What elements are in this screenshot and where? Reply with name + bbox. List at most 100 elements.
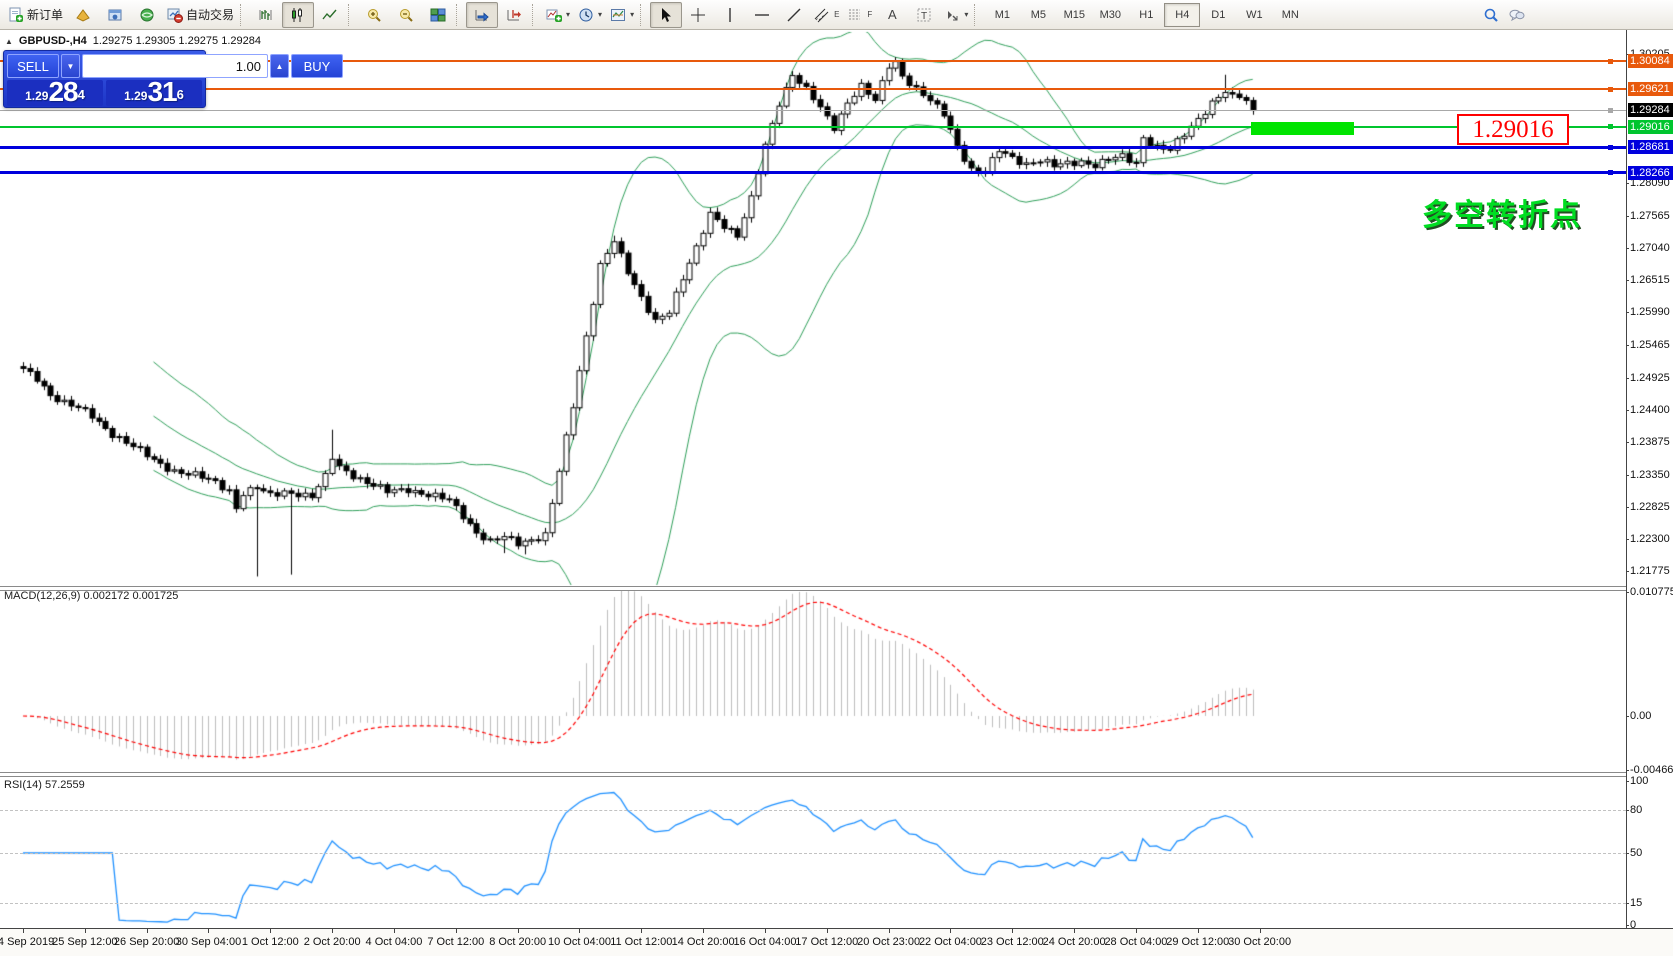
- vertical-line-tool-button[interactable]: [714, 2, 746, 28]
- time-axis-label[interactable]: 24 Sep 2019: [0, 936, 55, 948]
- time-axis-tick: [517, 929, 519, 933]
- fibonacci-tool-button[interactable]: F: [843, 2, 876, 28]
- autotrading-button[interactable]: 自动交易: [163, 2, 238, 28]
- price-level-line[interactable]: [0, 171, 1626, 175]
- time-axis-label[interactable]: 29 Oct 12:00: [1166, 936, 1230, 948]
- time-axis-label[interactable]: 23 Oct 12:00: [980, 936, 1044, 948]
- time-axis-tick: [84, 929, 86, 933]
- price-level-line[interactable]: [0, 109, 1626, 111]
- macd-pane-separator[interactable]: [0, 586, 1626, 591]
- time-axis-label[interactable]: 17 Oct 12:00: [795, 936, 859, 948]
- time-axis-label[interactable]: 4 Oct 04:00: [365, 936, 423, 948]
- timeframe-button-d1[interactable]: D1: [1211, 8, 1226, 21]
- arrows-tool-button[interactable]: ▾: [940, 2, 972, 28]
- arrows-dropdown-arrow[interactable]: ▾: [964, 10, 969, 19]
- tile-windows-button[interactable]: [422, 2, 454, 28]
- timeframe-button-m1[interactable]: M1: [994, 8, 1010, 21]
- toolbar-separator: [532, 3, 540, 26]
- channel-tool-button[interactable]: E: [810, 2, 843, 28]
- time-axis-label[interactable]: 14 Oct 20:00: [671, 936, 735, 948]
- chart-shift-button[interactable]: [498, 2, 530, 28]
- support-zone-rectangle[interactable]: [1251, 122, 1354, 135]
- auto-scroll-icon: [475, 9, 489, 22]
- price-level-line[interactable]: [0, 145, 1626, 149]
- price-level-line[interactable]: [0, 60, 1626, 62]
- timeframe-button-m5[interactable]: M5: [1030, 8, 1046, 21]
- time-axis-label[interactable]: 7 Oct 12:00: [427, 936, 485, 948]
- navigator-button[interactable]: [131, 2, 163, 28]
- bar-chart-button[interactable]: [250, 2, 282, 28]
- zoom-in-button[interactable]: [358, 2, 390, 28]
- volume-decrease-button[interactable]: ▼: [61, 54, 80, 78]
- indicators-button[interactable]: ▾: [542, 2, 574, 28]
- horizontal-line-tool-button[interactable]: [746, 2, 778, 28]
- volume-input[interactable]: [82, 54, 268, 78]
- periods-dropdown-arrow[interactable]: ▾: [598, 10, 603, 19]
- charts-profile-button[interactable]: [67, 2, 99, 28]
- time-axis-border: [0, 928, 1673, 929]
- cursor-tool-button[interactable]: [650, 1, 683, 28]
- time-axis-label[interactable]: 22 Oct 04:00: [918, 936, 982, 948]
- auto-scroll-button[interactable]: [466, 1, 499, 28]
- timeframe-button-m30[interactable]: M30: [1099, 8, 1122, 21]
- time-axis-label[interactable]: 26 Sep 20:00: [113, 936, 180, 948]
- timeframe-button-w1[interactable]: W1: [1246, 8, 1263, 21]
- text-label-tool-button[interactable]: T: [908, 2, 940, 28]
- buy-price-point: 6: [176, 87, 184, 102]
- time-axis-label[interactable]: 11 Oct 12:00: [610, 936, 673, 948]
- buy-price[interactable]: 1.29 31 6: [106, 78, 202, 106]
- templates-dropdown-arrow[interactable]: ▾: [630, 10, 635, 19]
- new-order-label: 新订单: [27, 8, 64, 22]
- time-axis-label[interactable]: 1 Oct 12:00: [241, 936, 299, 948]
- rsi-level-line: [0, 853, 1626, 854]
- text-tool-icon: A: [887, 7, 897, 22]
- timeframe-button-mn[interactable]: MN: [1281, 8, 1299, 21]
- time-axis-label[interactable]: 20 Oct 23:00: [857, 936, 921, 948]
- candlestick-chart-button[interactable]: [282, 1, 315, 28]
- periods-button[interactable]: ▾: [574, 2, 606, 28]
- trendline-icon: [787, 8, 801, 21]
- rsi-axis-tick: 80: [1625, 803, 1643, 816]
- volume-increase-button[interactable]: ▲: [270, 54, 289, 78]
- time-axis-label[interactable]: 2 Oct 20:00: [303, 936, 361, 948]
- chat-icon[interactable]: [1509, 7, 1525, 23]
- rsi-label: RSI(14) 57.2559: [4, 779, 85, 791]
- price-axis-tick: 1.22300: [1626, 533, 1670, 545]
- zoom-out-button[interactable]: [390, 2, 422, 28]
- time-axis-label[interactable]: 28 Oct 04:00: [1104, 936, 1168, 948]
- rsi-axis-tick: 0: [1625, 919, 1637, 931]
- price-level-line[interactable]: [0, 88, 1626, 91]
- timeframe-button-h4[interactable]: H4: [1164, 2, 1201, 27]
- turning-point-annotation[interactable]: 多空转折点: [1422, 199, 1582, 232]
- timeframe-button-m15[interactable]: M15: [1063, 8, 1086, 21]
- rsi-pane-separator[interactable]: [0, 772, 1626, 777]
- collapse-panel-icon[interactable]: ▲: [5, 36, 13, 46]
- toolbar-separator: [974, 3, 982, 26]
- indicators-dropdown-arrow[interactable]: ▾: [566, 10, 571, 19]
- price-level-line[interactable]: [0, 125, 1626, 128]
- templates-button[interactable]: ▾: [606, 2, 638, 28]
- trendline-tool-button[interactable]: [778, 2, 810, 28]
- timeframe-button-h1[interactable]: H1: [1139, 8, 1154, 21]
- search-icon[interactable]: [1483, 7, 1499, 23]
- rsi-level-line: [0, 809, 1626, 811]
- time-axis-label[interactable]: 30 Sep 04:00: [175, 936, 242, 948]
- buy-button[interactable]: BUY: [291, 54, 343, 78]
- crosshair-tool-button[interactable]: [682, 2, 714, 28]
- text-tool-button[interactable]: A: [876, 2, 908, 28]
- time-axis-label[interactable]: 8 Oct 20:00: [489, 936, 547, 948]
- sell-button[interactable]: SELL: [7, 54, 59, 78]
- time-axis-tick: [208, 929, 210, 933]
- line-chart-button[interactable]: [314, 2, 346, 28]
- new-order-button[interactable]: 新订单: [4, 2, 67, 28]
- time-axis-label[interactable]: 10 Oct 04:00: [547, 936, 611, 948]
- time-axis-label[interactable]: 16 Oct 04:00: [733, 936, 797, 948]
- sell-price[interactable]: 1.29 28 4: [7, 78, 103, 106]
- time-axis-label[interactable]: 30 Oct 20:00: [1228, 936, 1292, 948]
- market-watch-button[interactable]: [99, 2, 131, 28]
- price-chart-canvas[interactable]: [0, 30, 1626, 928]
- time-axis-label[interactable]: 25 Sep 12:00: [52, 936, 118, 948]
- price-level-callout[interactable]: 1.29016: [1457, 114, 1569, 145]
- timeframe-group: M1 M5 M15 M30 H1 H4 D1 W1 MN: [984, 1, 1308, 29]
- time-axis-label[interactable]: 24 Oct 20:00: [1042, 936, 1106, 948]
